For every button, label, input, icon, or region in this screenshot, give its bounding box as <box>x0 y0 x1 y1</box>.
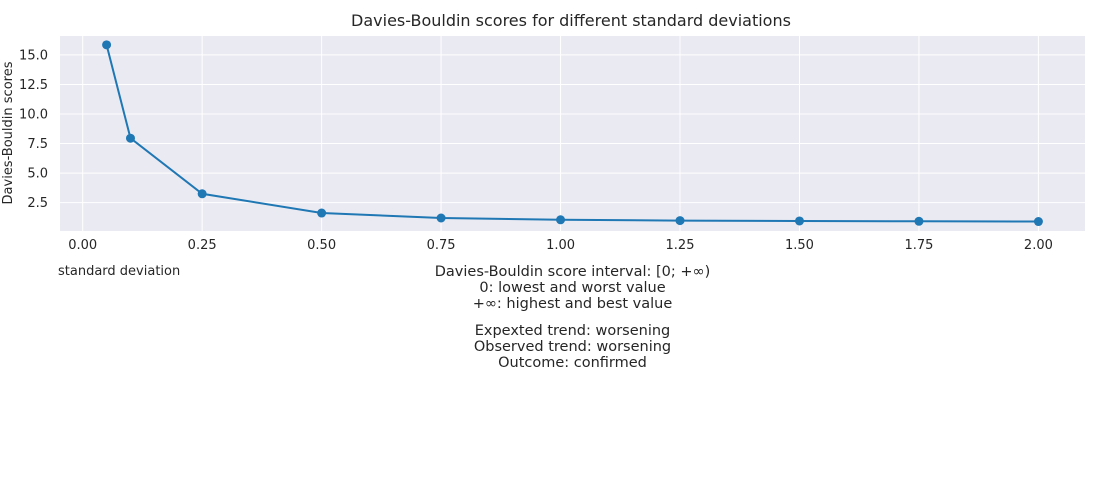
x-tick-label: 1.25 <box>666 238 695 253</box>
x-tick-label: 2.00 <box>1024 238 1053 253</box>
x-tick-label: 0.00 <box>68 238 97 253</box>
interval-line: Davies-Bouldin score interval: [0; +∞) <box>434 264 711 280</box>
x-tick-label: 1.00 <box>546 238 575 253</box>
data-point <box>1033 217 1043 227</box>
data-point <box>102 40 112 50</box>
y-tick-label: 7.5 <box>27 137 48 152</box>
score-interval-note: Davies-Bouldin score interval: [0; +∞) 0… <box>0 264 1100 312</box>
y-tick-labels: 2.5 5.0 7.5 10.0 12.5 15.0 <box>19 48 48 211</box>
data-point <box>125 133 135 143</box>
y-tick-label: 2.5 <box>27 196 48 211</box>
x-axis-label: standard deviation <box>58 264 180 279</box>
trend-note: Expexted trend: worsening Observed trend… <box>0 323 1100 371</box>
x-tick-label: 0.50 <box>307 238 336 253</box>
trend-line: Observed trend: worsening <box>473 339 672 355</box>
chart-title: Davies-Bouldin scores for different stan… <box>351 11 791 30</box>
y-tick-label: 10.0 <box>19 108 48 123</box>
series-layer <box>102 40 1043 227</box>
grid <box>60 36 1085 231</box>
data-point <box>794 216 804 226</box>
plot-area <box>60 36 1085 231</box>
data-point <box>197 189 207 199</box>
y-axis-label: Davies-Bouldin scores <box>1 61 16 204</box>
x-tick-label: 1.50 <box>785 238 814 253</box>
y-tick-label: 15.0 <box>19 48 48 63</box>
data-point <box>556 215 566 225</box>
data-point <box>317 208 327 218</box>
data-point <box>914 216 924 226</box>
interval-line: +∞: highest and best value <box>472 296 673 312</box>
y-tick-label: 5.0 <box>27 167 48 182</box>
trend-line: Expexted trend: worsening <box>474 323 671 339</box>
x-tick-label: 1.75 <box>904 238 933 253</box>
interval-line: 0: lowest and worst value <box>479 280 666 296</box>
x-tick-label: 0.25 <box>188 238 217 253</box>
x-tick-label: 0.75 <box>427 238 456 253</box>
trend-line: Outcome: confirmed <box>498 355 647 371</box>
series-line <box>105 44 1039 223</box>
data-point <box>436 213 446 223</box>
x-tick-labels: 0.00 0.25 0.50 0.75 1.00 1.25 1.50 1.75 2.00 <box>68 238 1053 253</box>
y-tick-label: 12.5 <box>19 78 48 93</box>
data-point <box>675 216 685 226</box>
